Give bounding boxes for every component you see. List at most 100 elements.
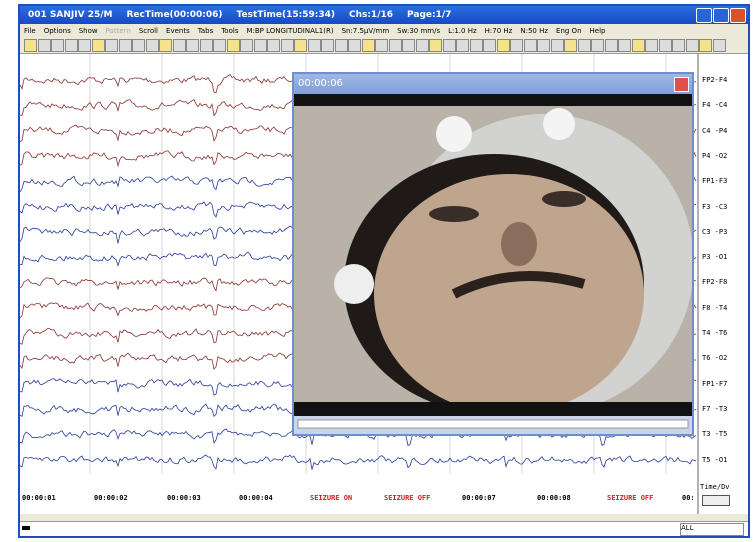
toolbar-button[interactable] — [199, 39, 213, 52]
menu-item[interactable]: Sn:7.5µV/mm — [341, 26, 390, 35]
toolbar-button[interactable] — [604, 39, 618, 52]
time-div-box[interactable] — [702, 495, 730, 506]
channel-label[interactable]: F8 -T4 — [702, 303, 728, 312]
filter-select[interactable]: ALL — [680, 523, 744, 536]
channel-label[interactable]: F3 -C3 — [702, 202, 728, 211]
toolbar-button[interactable] — [537, 39, 550, 52]
toolbar-button[interactable] — [591, 39, 604, 52]
toolbar-button[interactable] — [658, 39, 672, 52]
channel-label[interactable]: FP2-F4 — [702, 76, 728, 84]
toolbar-button[interactable] — [240, 39, 253, 52]
channel-label[interactable]: T5 -O1 — [702, 455, 728, 464]
menu-item[interactable]: Options — [43, 26, 71, 35]
toolbar-button[interactable] — [253, 39, 267, 52]
channel-label[interactable]: FP2-F8 — [702, 278, 728, 287]
toolbar-button[interactable] — [334, 39, 348, 52]
menu-item[interactable]: Events — [166, 26, 190, 35]
toolbar-button[interactable] — [564, 39, 577, 52]
channel-label[interactable]: C4 -P4 — [702, 126, 728, 135]
channel-label[interactable]: T4 -T6 — [702, 329, 728, 337]
video-close[interactable] — [674, 77, 689, 92]
time-label: 00: — [682, 494, 695, 502]
toolbar-button[interactable] — [37, 39, 51, 52]
toolbar-button[interactable] — [226, 39, 240, 52]
eeg-window: 001 SANJIV 25/M RecTime(00:00:06) TestTime… — [18, 4, 750, 538]
toolbar-button[interactable] — [307, 39, 321, 52]
menu-item[interactable]: Tools — [221, 26, 239, 35]
toolbar-button[interactable] — [186, 39, 199, 52]
menu-item[interactable]: Scroll — [138, 26, 159, 35]
toolbar-button[interactable] — [213, 39, 226, 52]
channel-label[interactable]: T3 -T5 — [702, 430, 728, 439]
maximize-button[interactable] — [713, 8, 729, 23]
title-part: RecTime(00:00:06) — [126, 10, 223, 20]
toolbar-button[interactable] — [64, 39, 78, 52]
toolbar-button[interactable] — [618, 39, 631, 52]
channel-label[interactable]: T6 -O2 — [702, 354, 728, 363]
toolbar-button[interactable] — [375, 39, 388, 52]
time-div-label: Time/Dv — [700, 483, 730, 491]
toolbar-button[interactable] — [118, 39, 132, 52]
menu-item[interactable]: Eng On — [556, 26, 582, 35]
menu-item[interactable]: Pattern — [105, 26, 131, 35]
menu-item[interactable]: Help — [589, 26, 606, 35]
toolbar-button[interactable] — [361, 39, 375, 52]
close-button[interactable] — [730, 8, 746, 23]
video-window: 00:00:06 — [292, 72, 694, 436]
toolbar-button[interactable] — [456, 39, 469, 52]
toolbar-button[interactable] — [267, 39, 280, 52]
toolbar-button[interactable] — [321, 39, 334, 52]
toolbar-button[interactable] — [429, 39, 442, 52]
menu-item[interactable]: Sw:30 mm/s — [397, 26, 441, 35]
title-part: Page:1/7 — [407, 10, 452, 20]
title-part: 001 SANJIV 25/M — [28, 10, 113, 20]
toolbar-button[interactable] — [699, 39, 712, 52]
channel-label[interactable]: C3 -P3 — [702, 227, 728, 236]
menu-item[interactable]: M:BP LONGITUDINAL1(R) — [246, 26, 334, 35]
menu-item[interactable]: H:70 Hz — [484, 26, 513, 35]
toolbar-button[interactable] — [550, 39, 564, 52]
toolbar-button[interactable] — [294, 39, 307, 52]
toolbar-button[interactable] — [78, 39, 91, 52]
channel-label[interactable]: F4 -C4 — [702, 101, 728, 110]
toolbar-button[interactable] — [145, 39, 159, 52]
toolbar-button[interactable] — [24, 39, 37, 52]
toolbar-button[interactable] — [672, 39, 685, 52]
minimize-button[interactable] — [696, 8, 712, 23]
menu-item[interactable]: File — [24, 26, 36, 35]
time-label: SEIZURE OFF — [607, 494, 654, 502]
scroll-thumb[interactable] — [22, 526, 30, 530]
channel-label[interactable]: P4 -O2 — [702, 151, 728, 160]
toolbar-button[interactable] — [483, 39, 496, 52]
toolbar-button[interactable] — [402, 39, 415, 52]
toolbar-button[interactable] — [159, 39, 172, 52]
toolbar-button[interactable] — [645, 39, 658, 52]
toolbar-button[interactable] — [631, 39, 645, 52]
toolbar-button[interactable] — [172, 39, 186, 52]
toolbar-button[interactable] — [388, 39, 402, 52]
toolbar-button[interactable] — [442, 39, 456, 52]
toolbar-button[interactable] — [712, 39, 726, 52]
toolbar-button[interactable] — [577, 39, 591, 52]
toolbar-button[interactable] — [91, 39, 105, 52]
toolbar-button[interactable] — [510, 39, 523, 52]
menu-item[interactable]: N:50 Hz — [520, 26, 549, 35]
toolbar-button[interactable] — [496, 39, 510, 52]
toolbar-button[interactable] — [415, 39, 429, 52]
toolbar-button[interactable] — [105, 39, 118, 52]
filter-value: ALL — [681, 524, 694, 532]
toolbar-button[interactable] — [51, 39, 64, 52]
channel-label[interactable]: FP1-F3 — [702, 177, 728, 186]
channel-label[interactable]: FP1-F7 — [702, 379, 728, 388]
channel-label[interactable]: F7 -T3 — [702, 404, 728, 413]
toolbar-button[interactable] — [132, 39, 145, 52]
toolbar-button[interactable] — [469, 39, 483, 52]
channel-label[interactable]: P3 -O1 — [702, 253, 728, 262]
menu-item[interactable]: L:1.0 Hz — [448, 26, 477, 35]
toolbar-button[interactable] — [348, 39, 361, 52]
menu-item[interactable]: Show — [78, 26, 98, 35]
toolbar-button[interactable] — [280, 39, 294, 52]
toolbar-button[interactable] — [685, 39, 699, 52]
menu-item[interactable]: Tabs — [197, 26, 214, 35]
toolbar-button[interactable] — [523, 39, 537, 52]
